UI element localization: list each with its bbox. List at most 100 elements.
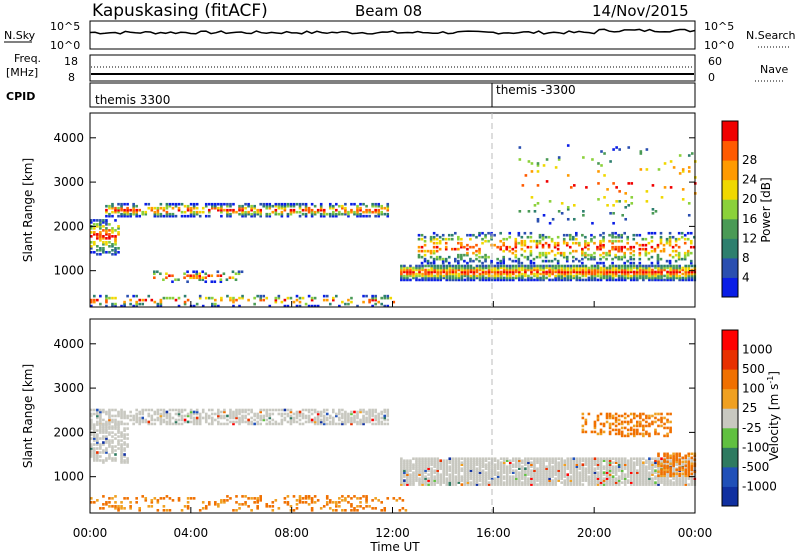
data-cell: [441, 237, 445, 241]
data-cell: [165, 202, 169, 206]
data-cell: [623, 477, 627, 480]
data-cell: [310, 507, 314, 510]
data-cell: [533, 457, 536, 461]
data-cell: [232, 509, 235, 512]
data-cell: [481, 483, 485, 486]
data-cell: [435, 257, 439, 261]
data-cell: [123, 459, 126, 462]
data-cell: [515, 268, 518, 272]
data-cell: [235, 410, 238, 414]
data-cell: [484, 272, 488, 276]
data-cell: [551, 278, 554, 282]
data-cell: [386, 208, 390, 212]
data-cell: [487, 463, 491, 466]
data-cell: [335, 212, 338, 216]
data-cell: [217, 206, 220, 210]
data-cell: [587, 475, 591, 478]
data-cell: [211, 304, 214, 308]
data-cell: [478, 479, 482, 482]
data-cell: [223, 499, 226, 502]
data-cell: [626, 272, 630, 276]
data-cell: [518, 264, 521, 268]
data-cell: [639, 483, 642, 486]
data-cell: [499, 274, 503, 278]
data-cell: [454, 247, 457, 251]
data-cell: [469, 481, 473, 484]
data-cell: [207, 416, 211, 420]
data-cell: [523, 231, 527, 235]
data-cell: [593, 469, 597, 472]
data-cell: [180, 408, 184, 412]
data-cell: [444, 259, 448, 263]
data-cell: [545, 180, 549, 183]
data-cell: [439, 272, 442, 276]
data-cell: [253, 296, 256, 300]
data-cell: [406, 483, 409, 486]
data-cell: [590, 467, 594, 470]
data-cell: [599, 247, 602, 251]
data-cell: [593, 471, 597, 474]
data-cell: [436, 274, 439, 278]
data-cell: [274, 422, 278, 426]
data-cell: [362, 294, 365, 298]
data-cell: [629, 257, 633, 261]
data-cell: [554, 463, 557, 466]
data-cell: [307, 304, 311, 308]
data-cell: [687, 466, 691, 470]
data-cell: [666, 272, 669, 276]
data-cell: [132, 418, 135, 422]
data-cell: [439, 266, 442, 270]
data-cell: [623, 416, 627, 420]
data-cell: [669, 426, 672, 430]
data-cell: [642, 481, 645, 484]
data-cell: [539, 266, 542, 270]
data-cell: [207, 208, 211, 212]
data-cell: [599, 257, 602, 261]
data-cell: [554, 465, 557, 468]
data-cell: [542, 459, 545, 463]
data-cell: [660, 481, 663, 484]
data-cell: [530, 483, 533, 486]
data-cell: [566, 217, 570, 221]
data-cell: [678, 462, 681, 466]
data-cell: [665, 239, 669, 243]
data-cell: [496, 475, 500, 478]
data-cell: [686, 249, 690, 253]
data-cell: [99, 459, 102, 462]
data-cell: [105, 296, 108, 300]
data-cell: [499, 461, 503, 464]
data-cell: [572, 481, 576, 484]
data-cell: [541, 251, 545, 255]
data-cell: [99, 252, 102, 256]
data-cell: [168, 422, 172, 426]
data-cell: [472, 245, 475, 249]
data-cell: [521, 264, 524, 268]
data-cell: [344, 410, 347, 414]
data-cell: [120, 443, 123, 446]
data-cell: [460, 278, 464, 282]
data-cell: [313, 304, 317, 308]
data-cell: [313, 408, 317, 412]
data-cell: [356, 208, 359, 212]
data-cell: [433, 276, 436, 280]
data-cell: [629, 255, 633, 259]
data-cell: [602, 251, 605, 255]
data-cell: [565, 259, 569, 263]
data-cell: [214, 206, 217, 210]
data-cell: [356, 204, 359, 208]
data-cell: [533, 479, 536, 482]
data-cell: [639, 268, 642, 272]
data-cell: [406, 276, 409, 280]
data-cell: [99, 223, 102, 226]
data-cell: [362, 495, 365, 498]
data-cell: [256, 412, 259, 416]
data-cell: [211, 204, 214, 208]
data-cell: [371, 210, 374, 214]
data-cell: [472, 268, 476, 272]
data-cell: [505, 475, 509, 478]
data-cell: [90, 423, 93, 426]
data-cell: [429, 249, 433, 253]
data-cell: [548, 481, 551, 484]
data-cell: [247, 412, 250, 416]
